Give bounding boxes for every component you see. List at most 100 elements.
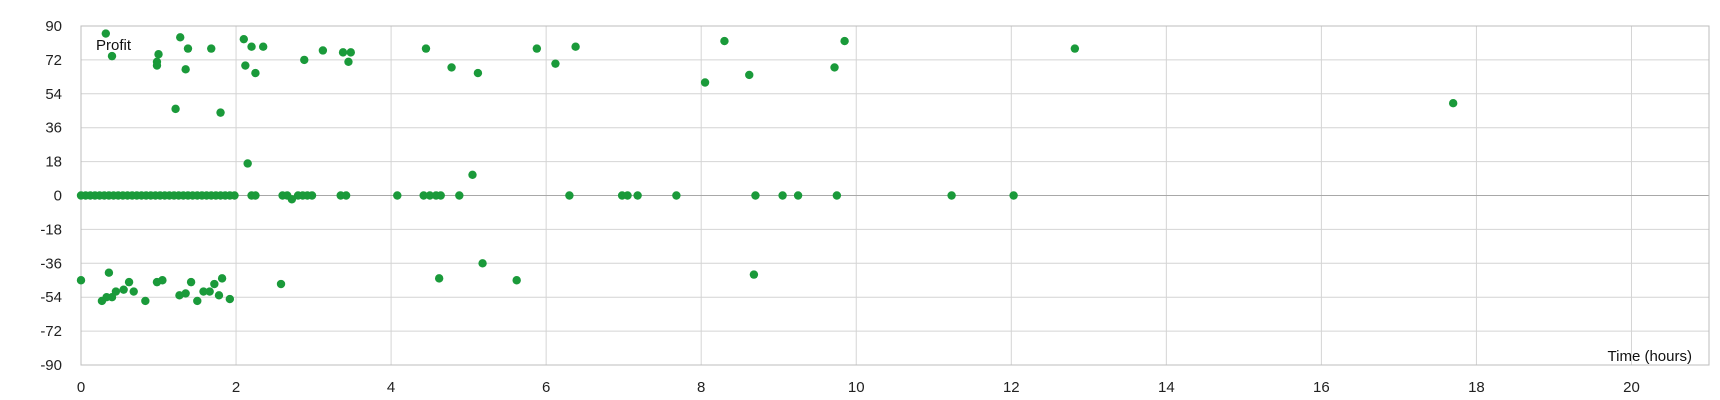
data-point <box>210 279 219 289</box>
data-point <box>104 268 114 277</box>
data-point <box>300 55 309 65</box>
data-point <box>778 191 787 200</box>
y-tick-label: 18 <box>45 154 62 171</box>
data-point <box>186 277 196 287</box>
data-point <box>473 68 483 78</box>
data-point <box>478 259 487 268</box>
data-point <box>565 191 574 200</box>
y-tick-label: -18 <box>40 221 62 238</box>
data-point <box>214 291 224 300</box>
y-axis-title: Profit <box>96 37 132 54</box>
x-tick-label: 6 <box>542 379 550 396</box>
data-point <box>1448 99 1458 108</box>
data-point <box>243 159 252 168</box>
grid-lines <box>80 25 1710 366</box>
data-point <box>346 48 355 57</box>
data-point <box>199 287 208 296</box>
data-point <box>101 29 111 38</box>
data-point <box>276 279 286 289</box>
data-point <box>181 289 190 298</box>
data-point <box>447 63 456 72</box>
data-point <box>247 42 256 51</box>
y-tick-label: -36 <box>40 255 62 272</box>
data-point <box>158 276 167 285</box>
data-point <box>217 274 227 283</box>
data-point <box>230 191 239 200</box>
data-point <box>425 191 435 200</box>
data-point <box>749 270 759 279</box>
x-tick-label: 12 <box>1003 379 1020 396</box>
data-point <box>419 191 428 200</box>
data-point <box>633 191 642 200</box>
data-point <box>124 277 134 287</box>
data-point <box>751 191 760 200</box>
data-point <box>393 191 402 200</box>
x-tick-label: 18 <box>1468 379 1485 396</box>
data-point <box>434 274 444 283</box>
data-point <box>225 294 235 304</box>
data-point <box>947 191 956 200</box>
data-point <box>512 276 521 285</box>
data-point <box>216 108 225 117</box>
data-point <box>341 191 351 200</box>
x-tick-label: 8 <box>697 379 705 396</box>
data-point <box>129 287 138 296</box>
data-point <box>181 65 190 74</box>
data-point <box>119 285 128 294</box>
x-tick-label: 2 <box>232 379 240 396</box>
y-tick-label: 72 <box>45 52 62 69</box>
y-tick-label: 90 <box>45 18 62 35</box>
data-point <box>344 57 353 66</box>
data-point <box>455 191 464 200</box>
y-tick-label: -90 <box>40 357 62 374</box>
data-point <box>672 191 681 200</box>
y-tick-label: -72 <box>40 323 62 340</box>
data-point <box>152 57 162 66</box>
y-tick-label: 0 <box>54 188 62 205</box>
data-point <box>207 44 216 53</box>
data-point <box>76 276 86 285</box>
data-point <box>571 42 580 51</box>
data-point <box>551 59 560 68</box>
data-point <box>338 48 348 57</box>
data-point <box>1070 44 1080 53</box>
x-axis-title: Time (hours) <box>1608 348 1692 365</box>
data-point <box>107 51 117 61</box>
data-point <box>251 68 260 78</box>
data-point <box>176 33 185 42</box>
data-point <box>251 191 260 200</box>
x-tick-labels: 0 2 4 6 8 10 12 14 16 18 20 <box>77 379 1640 396</box>
y-tick-label: -54 <box>40 289 62 306</box>
data-point <box>205 287 214 296</box>
data-point <box>193 296 202 306</box>
data-point <box>720 36 729 46</box>
x-tick-label: 20 <box>1623 379 1640 396</box>
data-points <box>76 29 1458 306</box>
data-point <box>241 61 250 70</box>
x-tick-label: 4 <box>387 379 395 396</box>
data-point <box>307 191 317 200</box>
data-point <box>468 170 477 179</box>
data-point <box>171 104 180 114</box>
data-point <box>1009 191 1018 200</box>
data-point <box>258 42 268 51</box>
data-point <box>141 296 150 306</box>
data-point <box>239 34 248 44</box>
data-point <box>793 191 803 200</box>
data-point <box>318 46 328 55</box>
data-point <box>183 44 193 53</box>
data-point <box>436 191 445 200</box>
x-tick-label: 14 <box>1158 379 1175 396</box>
data-point <box>700 78 710 87</box>
data-point <box>830 63 839 72</box>
y-tick-label: 54 <box>45 86 62 103</box>
data-point <box>745 70 754 80</box>
data-point <box>832 191 842 200</box>
data-point <box>623 191 632 200</box>
x-tick-label: 16 <box>1313 379 1330 396</box>
data-point <box>840 36 849 46</box>
x-tick-label: 10 <box>848 379 865 396</box>
data-point <box>111 287 121 296</box>
data-point <box>421 44 431 53</box>
